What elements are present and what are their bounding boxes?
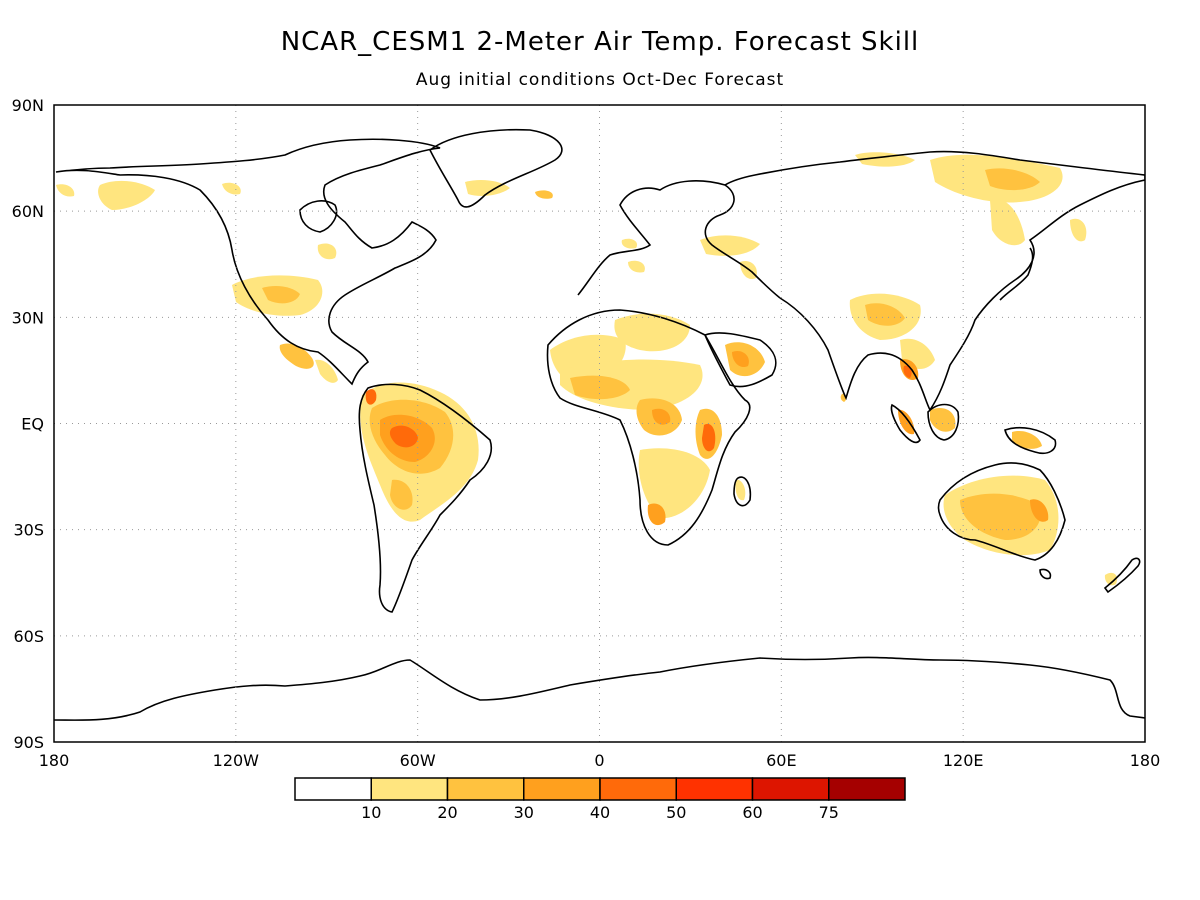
skill-shading: [56, 152, 1118, 586]
lat-tick-label: 30N: [12, 308, 44, 327]
colorbar-swatch: [828, 777, 906, 801]
lon-tick-label: 60E: [766, 751, 796, 770]
lat-tick-label: 60N: [12, 202, 44, 221]
coast-europe: [577, 180, 781, 299]
shade-indochina-peak: [903, 365, 912, 378]
coast-tasmania: [1039, 568, 1052, 580]
colorbar-label: 50: [666, 803, 686, 822]
colorbar-swatch: [751, 777, 830, 801]
colorbar-label: 60: [742, 803, 762, 822]
colorbar-swatch: [675, 777, 754, 801]
shade-alaska: [98, 180, 155, 210]
coast-borneo: [927, 403, 960, 441]
coast-madagascar: [733, 476, 752, 507]
colorbar-label: 75: [819, 803, 839, 822]
shade-greenland: [465, 180, 510, 196]
coast-new-zealand: [1103, 557, 1141, 594]
shade-us-core: [262, 286, 300, 304]
lat-tick-label: 30S: [13, 521, 44, 540]
shade-bolivia: [390, 479, 413, 510]
colorbar-swatch: [523, 777, 601, 801]
coast-greenland: [428, 128, 563, 208]
map-subtitle: Aug initial conditions Oct-Dec Forecast: [415, 70, 785, 90]
shade-mexico: [279, 343, 314, 369]
colorbar-label: 40: [590, 803, 610, 822]
lon-tick-label: 180: [39, 751, 70, 770]
colorbar-label: 10: [361, 803, 381, 822]
shade-black-sea: [628, 260, 645, 273]
shade-east-siberia: [990, 199, 1025, 246]
coast-japan: [999, 247, 1034, 301]
shade-us-plains: [317, 243, 337, 260]
map-grid: [54, 105, 1145, 742]
coast-sumatra: [890, 403, 921, 444]
shade-alaska-west: [56, 184, 75, 197]
coast-north-america: [55, 138, 441, 386]
coast-australia: [937, 462, 1066, 561]
lat-tick-label: 60S: [13, 627, 44, 646]
shade-central-america: [315, 359, 338, 383]
coast-south-america: [358, 383, 492, 613]
lon-tick-label: 120E: [943, 751, 984, 770]
shade-australia-east: [1030, 499, 1049, 522]
shade-southern-africa: [638, 448, 710, 519]
colorbar-swatch: [370, 777, 449, 801]
coast-arabia: [703, 332, 777, 388]
axis-labels: 180 120W 60W 0 60E 120E 180 90N 60N 30N EQ 30S 60S 90…: [12, 96, 1161, 770]
colorbar-label: 20: [437, 803, 457, 822]
shade-east-africa-peak: [702, 423, 716, 452]
shade-canada-north: [222, 182, 241, 195]
coast-antarctica: [54, 656, 1145, 721]
shade-borneo: [930, 408, 956, 432]
shade-south-africa: [647, 503, 666, 526]
shade-new-zealand: [1104, 572, 1118, 586]
shade-sumatra: [898, 409, 915, 435]
colorbar-swatch: [446, 777, 525, 801]
shade-madagascar: [735, 479, 746, 501]
shade-arabia-peak: [732, 350, 749, 368]
coast-africa: [546, 309, 751, 546]
shade-kamchatka: [1070, 218, 1087, 242]
shade-australia-core: [960, 493, 1041, 540]
coastlines: [54, 128, 1145, 721]
shade-scandinavia-south: [621, 238, 638, 249]
coast-asia: [724, 150, 1145, 412]
shade-russia-west: [700, 235, 760, 256]
colorbar-swatch: [294, 777, 372, 801]
shade-tibet-core: [865, 303, 905, 326]
shade-amazon-peak: [389, 425, 418, 448]
coast-new-guinea: [1004, 426, 1057, 455]
shade-iceland: [535, 190, 553, 199]
shade-colombia: [365, 389, 377, 405]
lon-tick-label: 120W: [213, 751, 260, 770]
lon-tick-label: 180: [1130, 751, 1161, 770]
lat-tick-label: 90S: [13, 733, 44, 752]
shade-siberia-core: [985, 168, 1040, 191]
colorbar: 10 20 30 40 50 60 75: [294, 777, 906, 822]
map-title: NCAR_CESM1 2-Meter Air Temp. Forecast Sk…: [280, 27, 920, 57]
lat-tick-label: EQ: [21, 415, 44, 434]
shade-new-guinea: [1012, 430, 1042, 449]
shade-libya-egypt: [614, 313, 690, 352]
colorbar-label: 30: [514, 803, 534, 822]
lon-tick-label: 0: [594, 751, 604, 770]
colorbar-swatch: [599, 777, 677, 801]
coast-hudson-bay: [299, 200, 338, 233]
shade-congo-peak: [652, 408, 671, 425]
lat-tick-label: 90N: [12, 96, 44, 115]
map-frame: [53, 104, 1146, 743]
lon-tick-label: 60W: [400, 751, 436, 770]
